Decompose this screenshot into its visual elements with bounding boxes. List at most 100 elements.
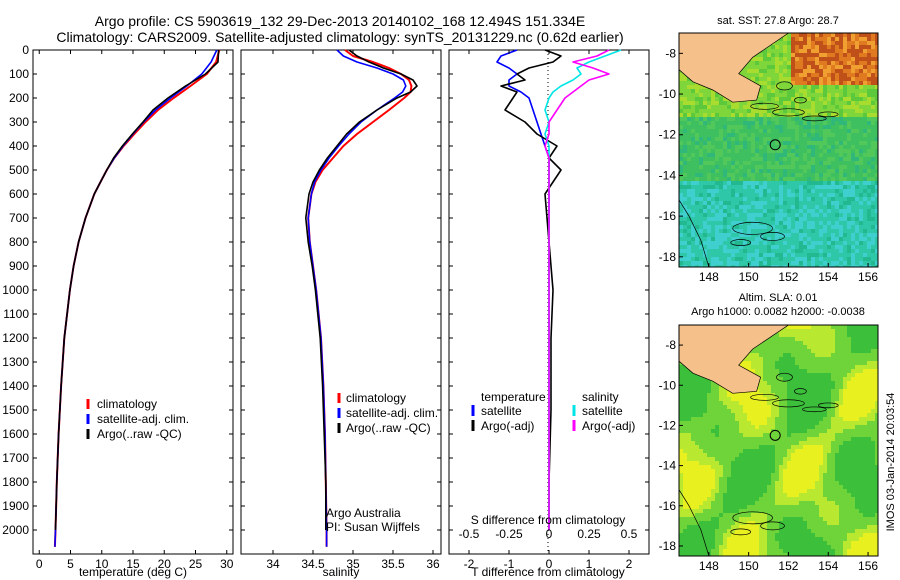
map-cell (851, 337, 855, 341)
map-cell (875, 209, 878, 213)
map-cell (755, 421, 759, 425)
map-cell (867, 141, 871, 145)
map-cell (711, 173, 715, 177)
map-cell (819, 69, 823, 73)
map-cell (739, 137, 743, 141)
map-cell (779, 429, 783, 433)
map-cell (843, 209, 847, 213)
map-cell (871, 133, 875, 137)
map-cell (787, 165, 791, 169)
map-cell (827, 217, 831, 221)
map-cell (795, 257, 799, 261)
map-cell (707, 457, 711, 461)
map-cell (787, 433, 791, 437)
map-cell (687, 421, 691, 425)
map-cell (867, 137, 871, 141)
map-cell (831, 197, 835, 201)
map-cell (719, 141, 723, 145)
map-cell (839, 445, 843, 449)
map-cell (731, 433, 735, 437)
map-cell (775, 233, 779, 237)
map-cell (719, 213, 723, 217)
map-cell (735, 113, 739, 117)
map-cell (679, 241, 683, 245)
map-cell (723, 389, 727, 393)
map-cell (859, 461, 863, 465)
map-cell (875, 397, 878, 401)
map-cell (871, 381, 875, 385)
map-cell (755, 361, 759, 365)
map-cell (807, 121, 811, 125)
difference-panel: -2 -1 0 1 2 S difference from climatology -0… (448, 49, 650, 579)
map-cell (827, 97, 831, 101)
map-cell (875, 125, 878, 129)
map-cell (791, 57, 795, 61)
map-cell (679, 369, 683, 373)
map-cell (847, 209, 851, 213)
map-cell (727, 409, 731, 413)
map-cell (739, 121, 743, 125)
map-cell (727, 173, 731, 177)
map-cell (787, 233, 791, 237)
map-cell (771, 141, 775, 145)
map-cell (803, 85, 807, 89)
map-cell (847, 213, 851, 217)
map-cell (731, 441, 735, 445)
map-cell (847, 349, 851, 353)
reef-island-outline (776, 81, 793, 91)
map-cell (727, 213, 731, 217)
map-cell (819, 117, 823, 121)
map-cell (763, 429, 767, 433)
map-cell (871, 233, 875, 237)
map-cell (847, 341, 851, 345)
map-cell (787, 361, 791, 365)
map-cell (679, 109, 683, 113)
map-cell (731, 413, 735, 417)
map-cell (763, 173, 767, 177)
map-cell (871, 365, 875, 369)
map-cell (847, 69, 851, 73)
map-cell (791, 189, 795, 193)
map-cell (867, 373, 871, 377)
map-cell (679, 85, 683, 89)
map-cell (851, 157, 855, 161)
map-cell (791, 193, 795, 197)
map-cell (699, 217, 703, 221)
map-cell (811, 225, 815, 229)
map-cell (839, 461, 843, 465)
map-cell (711, 193, 715, 197)
map-cell (867, 413, 871, 417)
map-cell (795, 421, 799, 425)
map-cell (771, 249, 775, 253)
map-cell (679, 153, 683, 157)
map-cell (827, 165, 831, 169)
map-cell (863, 221, 867, 225)
map-cell (751, 353, 755, 357)
map-cell (791, 449, 795, 453)
map-cell (851, 213, 855, 217)
map-cell (767, 397, 771, 401)
map-cell (771, 201, 775, 205)
map-cell (735, 145, 739, 149)
map-cell (723, 429, 727, 433)
map-cell (867, 449, 871, 453)
map-cell (875, 401, 878, 405)
map-cell (735, 417, 739, 421)
map-cell (811, 241, 815, 245)
map-cell (783, 349, 787, 353)
map-cell (735, 137, 739, 141)
map-cell (787, 221, 791, 225)
map-cell (803, 373, 807, 377)
map-cell (679, 161, 683, 165)
map-cell (707, 393, 711, 397)
map-cell (759, 241, 763, 245)
map-cell (851, 437, 855, 441)
map-cell (783, 133, 787, 137)
map-cell (743, 445, 747, 449)
map-cell (791, 329, 795, 333)
map-cell (747, 437, 751, 441)
map-cell (827, 89, 831, 93)
map-cell (819, 461, 823, 465)
map-cell (875, 33, 878, 37)
map-cell (711, 257, 715, 261)
